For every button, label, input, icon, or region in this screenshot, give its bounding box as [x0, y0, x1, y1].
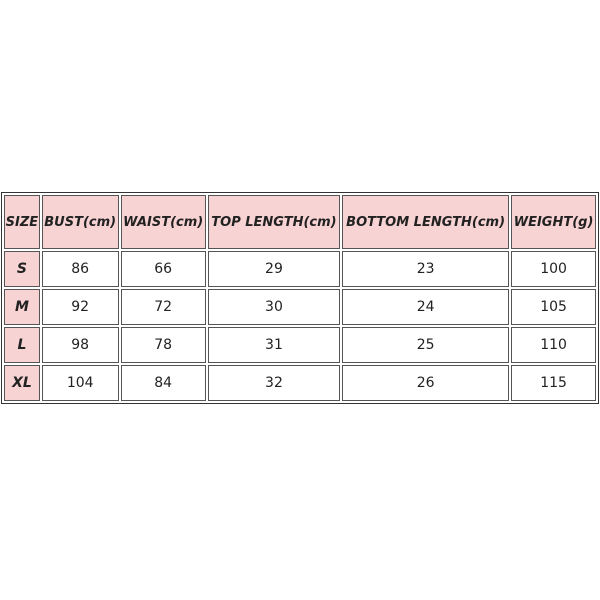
top-length-cell: 30 [207, 289, 341, 325]
bottom-length-cell: 23 [342, 251, 510, 287]
weight-cell: 105 [511, 289, 596, 325]
size-cell: M [4, 289, 40, 325]
header-top-length: TOP LENGTH(cm) [207, 195, 341, 249]
table-row: S 86 66 29 23 100 [4, 251, 596, 287]
waist-cell: 84 [120, 365, 206, 401]
header-bottom-length: BOTTOM LENGTH(cm) [342, 195, 510, 249]
bust-cell: 92 [41, 289, 119, 325]
bust-cell: 104 [41, 365, 119, 401]
size-cell: S [4, 251, 40, 287]
size-chart-table: SIZE BUST(cm) WAIST(cm) TOP LENGTH(cm) B… [1, 192, 599, 404]
bottom-length-cell: 25 [342, 327, 510, 363]
table-row: L 98 78 31 25 110 [4, 327, 596, 363]
bottom-length-cell: 24 [342, 289, 510, 325]
size-cell: XL [4, 365, 40, 401]
header-weight: WEIGHT(g) [511, 195, 596, 249]
header-bust: BUST(cm) [41, 195, 119, 249]
waist-cell: 66 [120, 251, 206, 287]
size-cell: L [4, 327, 40, 363]
weight-cell: 115 [511, 365, 596, 401]
waist-cell: 72 [120, 289, 206, 325]
header-row: SIZE BUST(cm) WAIST(cm) TOP LENGTH(cm) B… [4, 195, 596, 249]
bust-cell: 98 [41, 327, 119, 363]
bust-cell: 86 [41, 251, 119, 287]
header-waist: WAIST(cm) [120, 195, 206, 249]
table-row: XL 104 84 32 26 115 [4, 365, 596, 401]
weight-cell: 100 [511, 251, 596, 287]
top-length-cell: 32 [207, 365, 341, 401]
bottom-length-cell: 26 [342, 365, 510, 401]
top-length-cell: 31 [207, 327, 341, 363]
waist-cell: 78 [120, 327, 206, 363]
table-row: M 92 72 30 24 105 [4, 289, 596, 325]
top-length-cell: 29 [207, 251, 341, 287]
weight-cell: 110 [511, 327, 596, 363]
header-size: SIZE [4, 195, 40, 249]
